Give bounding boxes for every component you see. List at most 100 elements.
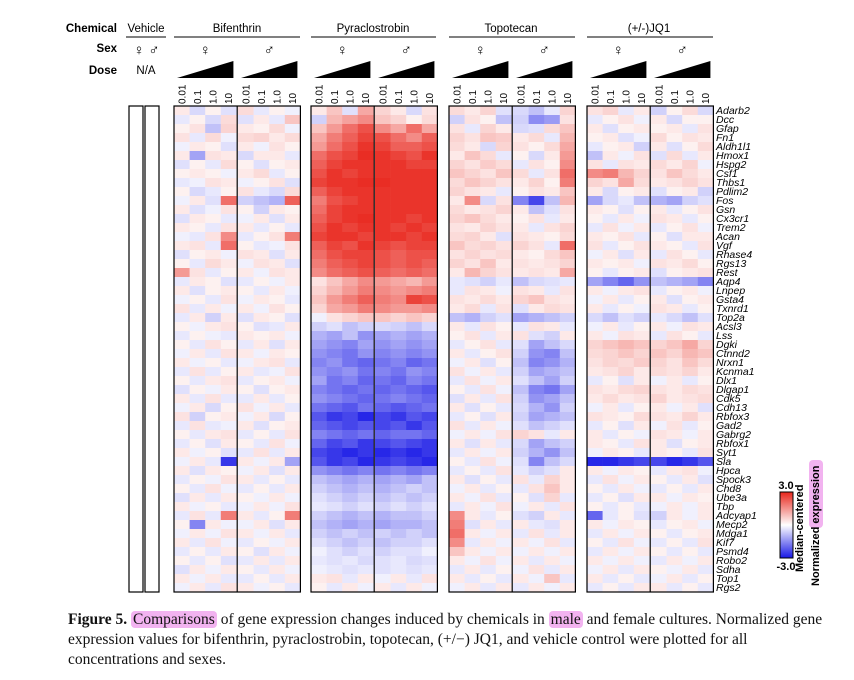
heatmap-cell [220,466,237,476]
dose-tick-label: 1.0 [484,90,495,104]
heatmap-cell [342,304,359,314]
heatmap-cell [390,430,407,440]
heatmap-cell [205,466,222,476]
gene-label: Cx3cr1 [716,213,749,225]
heatmap-cell [651,169,667,179]
heatmap-cell [513,475,529,485]
heatmap-cell [220,205,237,215]
heatmap-cell [326,394,343,404]
heatmap-cell [559,340,576,350]
gene-label: Rhase4 [716,249,752,261]
heatmap-cell [421,268,438,278]
heatmap-cell [464,160,481,170]
heatmap-cell [528,196,545,206]
heatmap-cell [480,250,497,260]
heatmap-cell [238,295,254,305]
heatmap-cell [390,115,407,125]
heatmap-cell [406,520,423,530]
heatmap-cell [464,232,481,242]
heatmap-cell [464,268,481,278]
heatmap-cell [390,349,407,359]
heatmap-cell [587,286,603,296]
heatmap-cell [513,133,529,143]
heatmap-cell [449,106,465,116]
heatmap-cell [602,124,619,134]
heatmap-cell [464,259,481,269]
heatmap-cell [697,538,714,548]
heatmap-cell [602,583,619,593]
heatmap-cell [357,277,374,287]
heatmap-cell [651,115,667,125]
heatmap-cell [651,475,667,485]
heatmap-cell [544,421,561,431]
heatmap-cell [326,358,343,368]
heatmap-cell [145,196,160,206]
heatmap-cell [311,268,327,278]
heatmap-cell [269,277,286,287]
heatmap-cell [651,196,667,206]
heatmap-cell [238,142,254,152]
gene-label: Trem2 [716,222,746,234]
heatmap-cell [618,259,635,269]
heatmap-cell [326,241,343,251]
heatmap-cell [559,241,576,251]
heatmap-cell [559,277,576,287]
heatmap-cell [464,466,481,476]
heatmap-cell [618,295,635,305]
heatmap-cell [311,331,327,341]
heatmap-cell [633,196,650,206]
heatmap-cell [544,232,561,242]
heatmap-cell [651,295,667,305]
heatmap-cell [253,547,270,557]
heatmap-cell [513,439,529,449]
heatmap-cell [326,313,343,323]
heatmap-cell [666,349,683,359]
heatmap-cell [495,115,512,125]
heatmap-cell [618,493,635,503]
heatmap-cell [357,295,374,305]
heatmap-cell [174,286,190,296]
heatmap-cell [495,448,512,458]
heatmap-cell [587,169,603,179]
heatmap-cell [145,205,160,215]
heatmap-cell [357,268,374,278]
heatmap-cell [238,475,254,485]
heatmap-cell [375,367,391,377]
heatmap-cell [174,394,190,404]
heatmap-cell [587,430,603,440]
heatmap-cell [406,565,423,575]
heatmap-cell [633,493,650,503]
heatmap-cell [449,403,465,413]
heatmap-cell [421,367,438,377]
heatmap-cell [238,466,254,476]
heatmap-cell [269,538,286,548]
heatmap-cell [528,214,545,224]
heatmap-cell [449,250,465,260]
heatmap-cell [559,547,576,557]
heatmap-cell [357,574,374,584]
heatmap-cell [544,277,561,287]
heatmap-cell [357,259,374,269]
heatmap-cell [651,574,667,584]
heatmap-cell [220,259,237,269]
heatmap-cells [129,106,714,593]
heatmap-cell [238,214,254,224]
heatmap-cell [326,178,343,188]
heatmap-cell [145,151,160,161]
heatmap-cell [528,286,545,296]
heatmap-cell [495,304,512,314]
heatmap-cell [495,421,512,431]
heatmap-cell [666,115,683,125]
heatmap-cell [326,538,343,548]
heatmap-cell [311,367,327,377]
heatmap-cell [449,295,465,305]
heatmap-cell [697,232,714,242]
heatmap-cell [528,502,545,512]
heatmap-cell [342,439,359,449]
heatmap-cell [651,538,667,548]
heatmap-cell [421,448,438,458]
heatmap-cell [449,277,465,287]
heatmap-cell [464,529,481,539]
heatmap-cell [253,304,270,314]
heatmap-cell [544,574,561,584]
